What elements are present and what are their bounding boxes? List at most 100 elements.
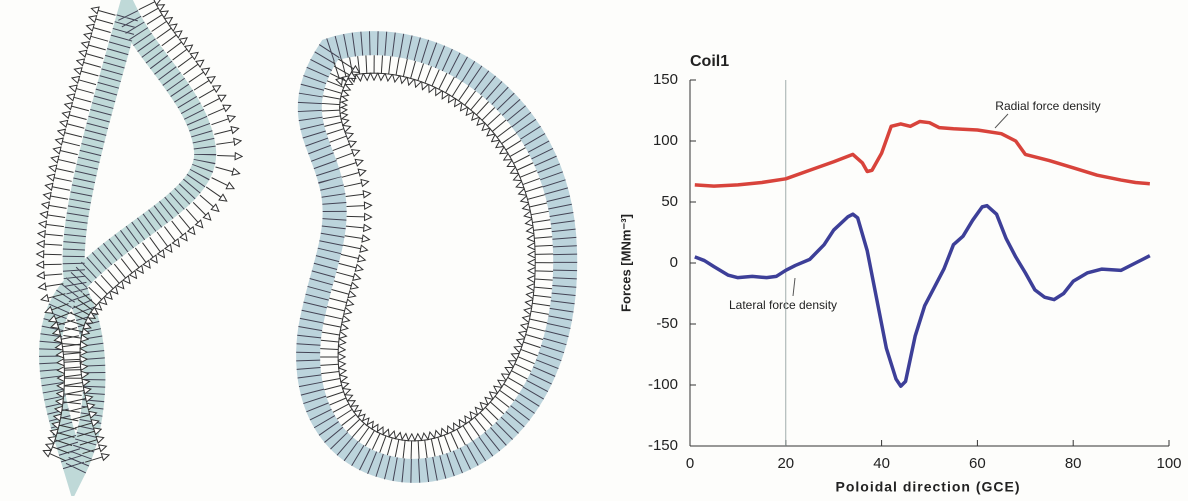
y-tick-label: 100 <box>653 132 678 149</box>
force-arrow <box>528 327 545 331</box>
force-arrow <box>452 81 462 96</box>
force-arrow <box>56 168 74 172</box>
force-arrow <box>143 8 159 17</box>
force-arrow <box>534 287 552 289</box>
force-arrow <box>216 142 234 145</box>
force-arrow <box>418 64 424 81</box>
force-arrow <box>332 290 349 295</box>
force-arrow <box>114 264 125 278</box>
force-arrow <box>62 141 79 145</box>
force-arrow <box>495 396 509 407</box>
force-arrow <box>487 114 500 126</box>
force-arrow <box>510 148 526 157</box>
force-arrow <box>476 102 488 115</box>
force-arrow <box>535 271 553 272</box>
force-arrow <box>189 72 204 82</box>
force-arrow <box>508 377 524 386</box>
force-arrow <box>320 364 338 365</box>
force-arrow <box>178 57 192 68</box>
leader-line <box>995 114 1008 128</box>
force-arrow <box>183 64 198 75</box>
force-arrow <box>529 203 547 207</box>
force-arrow <box>74 97 91 102</box>
force-arrow <box>485 407 498 420</box>
force-arrow <box>532 303 550 306</box>
force-arrow <box>523 342 540 348</box>
force-arrow <box>347 216 365 217</box>
force-arrow <box>164 227 175 241</box>
force-arrow <box>518 357 535 364</box>
force-arrow <box>172 221 183 235</box>
force-arrow <box>346 226 364 228</box>
force-arrow <box>186 209 198 222</box>
force-arrow <box>457 429 466 445</box>
force-arrow <box>339 163 356 169</box>
force-arrow <box>67 124 84 129</box>
force-arrow <box>86 54 103 59</box>
force-arrow <box>517 163 533 171</box>
force-arrow <box>101 275 113 288</box>
x-tick-label: 40 <box>873 455 890 472</box>
force-arrow <box>497 127 511 138</box>
force-arrow <box>525 187 542 192</box>
force-arrow <box>69 115 86 120</box>
force-arrow <box>345 236 363 239</box>
force-arrow <box>327 392 344 398</box>
force-arrow <box>411 441 412 459</box>
force-arrow <box>347 206 365 207</box>
force-arrow <box>533 295 551 297</box>
force-arrow <box>211 119 228 125</box>
force-arrow <box>446 77 455 93</box>
force-arrow <box>336 153 353 159</box>
force-arrow <box>323 116 341 119</box>
x-tick-label: 0 <box>686 455 694 472</box>
force-arrow <box>108 270 120 284</box>
x-tick-label: 20 <box>777 455 794 472</box>
force-arrow <box>64 394 82 395</box>
force-arrow <box>365 430 374 446</box>
force-arrow <box>535 245 553 246</box>
force-arrow <box>418 441 419 459</box>
force-arrow <box>432 70 439 86</box>
force-arrow <box>324 122 341 126</box>
force-arrow <box>504 384 519 394</box>
force-arrow <box>482 107 495 120</box>
force-arrow <box>490 402 504 414</box>
force-arrow <box>359 427 370 442</box>
force-arrow <box>47 215 65 218</box>
force-arrow <box>451 432 458 448</box>
force-arrow <box>459 86 469 101</box>
force-arrow <box>65 383 83 386</box>
force-arrow <box>480 413 492 426</box>
force-arrow <box>200 195 214 207</box>
y-tick-label: 0 <box>670 254 678 271</box>
force-arrow <box>342 173 359 178</box>
force-arrow <box>76 89 93 94</box>
force-arrow <box>135 248 146 262</box>
force-arrow <box>333 144 350 150</box>
force-arrow <box>338 59 353 69</box>
series-line <box>695 206 1150 387</box>
force-arrow <box>193 202 206 215</box>
force-arrow <box>157 232 168 247</box>
force-arrow <box>531 211 549 214</box>
y-axis-label: Forces [MNm⁻³] <box>618 214 633 312</box>
force-arrow <box>535 279 553 280</box>
force-arrow <box>381 55 382 73</box>
force-arrow <box>321 340 339 342</box>
force-arrow <box>342 414 356 425</box>
force-arrow <box>199 89 215 98</box>
force-arrow <box>64 370 82 371</box>
force-arrow <box>65 133 82 137</box>
force-arrow <box>380 436 386 453</box>
force-arrow <box>173 49 187 60</box>
force-arrow <box>343 245 361 249</box>
force-arrow <box>531 311 549 314</box>
force-arrow <box>64 375 82 377</box>
force-arrow <box>60 150 78 154</box>
force-arrow <box>334 281 351 286</box>
force-arrow <box>167 42 181 53</box>
force-arrow <box>63 353 81 355</box>
force-arrow <box>147 15 162 25</box>
force-arrow <box>64 386 82 387</box>
